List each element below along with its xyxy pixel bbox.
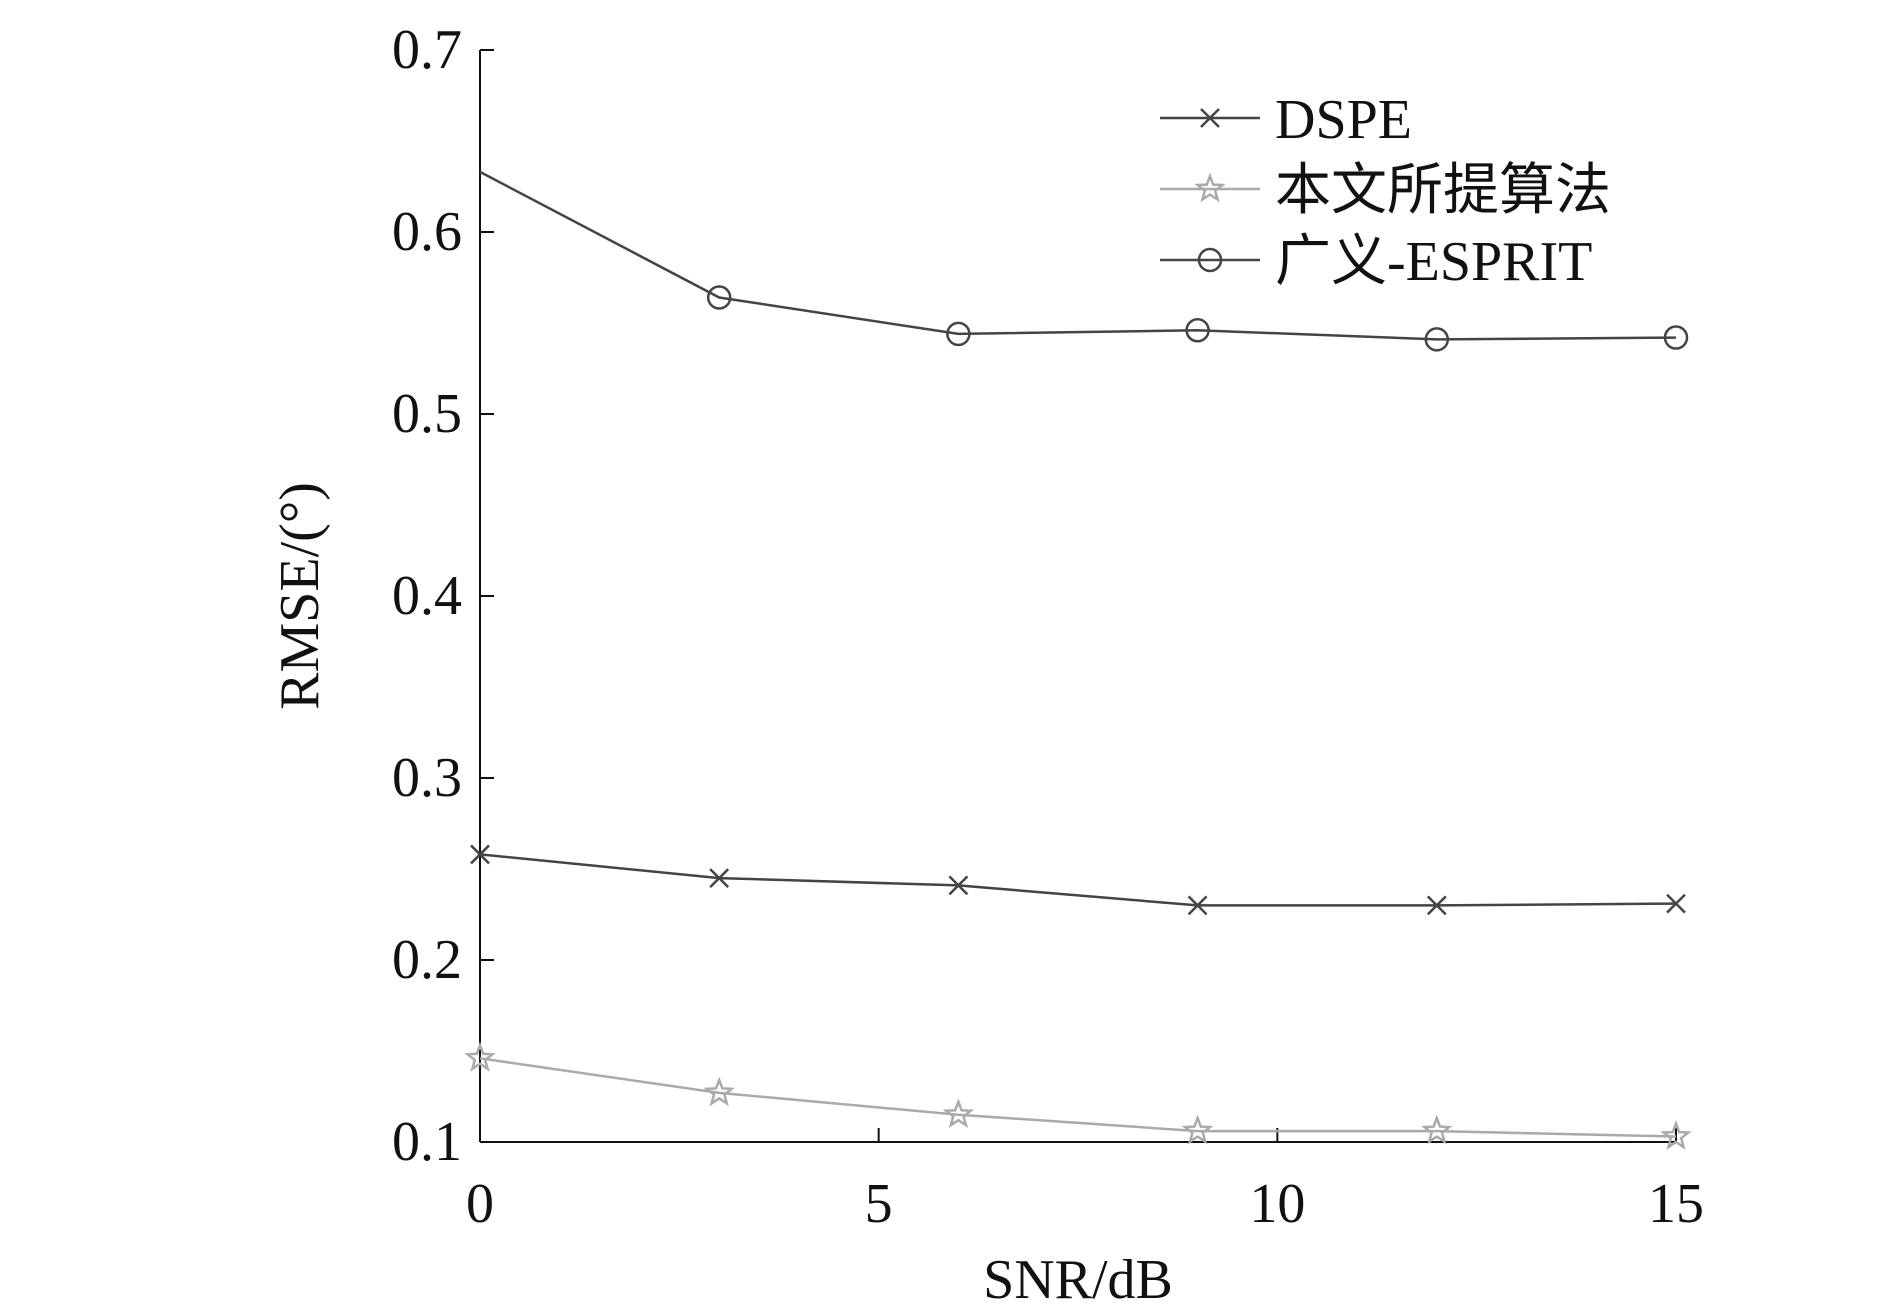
legend-item: 广义-ESPRIT xyxy=(1160,231,1592,293)
data-point-1-5 xyxy=(1660,1119,1692,1150)
legend-label: 本文所提算法 xyxy=(1275,160,1611,222)
x-tick-label: 10 xyxy=(1249,1173,1305,1235)
data-point-0-5 xyxy=(1666,893,1686,914)
axes: 0.1 0.2 0.3 0.4 0.5 0.6 0.7 0 5 10 15 xyxy=(392,19,1704,1235)
data-point-0-0 xyxy=(470,844,490,865)
data-point-1-4 xyxy=(1421,1114,1453,1145)
series-line-2 xyxy=(479,170,1677,341)
series-lines xyxy=(479,170,1677,1138)
legend-item: 本文所提算法 xyxy=(1160,160,1611,222)
data-point-0-1 xyxy=(709,868,730,888)
data-point-2-5 xyxy=(1663,325,1689,350)
y-tick-label: 0.6 xyxy=(392,201,462,263)
y-axis-label: RMSE/(°) xyxy=(269,482,331,710)
y-tick-label: 0.2 xyxy=(392,929,462,991)
data-point-2-3 xyxy=(1185,318,1210,343)
legend-marker xyxy=(1194,172,1226,203)
x-tick-label: 0 xyxy=(466,1173,494,1235)
markers xyxy=(464,285,1692,1150)
data-point-1-2 xyxy=(942,1098,975,1129)
legend-marker xyxy=(1200,108,1220,128)
data-point-0-3 xyxy=(1187,895,1208,916)
legend-item: DSPE xyxy=(1160,89,1412,151)
data-point-2-2 xyxy=(946,321,971,347)
x-tick-label: 15 xyxy=(1648,1173,1704,1235)
data-point-1-0 xyxy=(464,1041,496,1072)
y-tick-label: 0.1 xyxy=(392,1111,462,1173)
y-tick-label: 0.5 xyxy=(392,383,462,445)
x-axis-label: SNR/dB xyxy=(983,1249,1173,1306)
y-tick-label: 0.3 xyxy=(392,747,462,809)
series-line-1 xyxy=(479,1057,1677,1138)
data-point-0-2 xyxy=(948,875,969,896)
series-line-0 xyxy=(479,853,1677,907)
legend-label: DSPE xyxy=(1275,89,1412,151)
legend-marker xyxy=(1197,247,1223,273)
y-tick-label: 0.7 xyxy=(392,19,462,81)
data-point-2-1 xyxy=(706,285,732,310)
y-tick-label: 0.4 xyxy=(392,565,462,627)
data-point-0-4 xyxy=(1426,895,1447,916)
data-point-2-4 xyxy=(1424,327,1450,352)
legend-label: 广义-ESPRIT xyxy=(1275,231,1592,293)
x-tick-label: 5 xyxy=(865,1173,893,1235)
data-point-1-1 xyxy=(703,1076,735,1107)
data-point-1-3 xyxy=(1181,1114,1214,1145)
